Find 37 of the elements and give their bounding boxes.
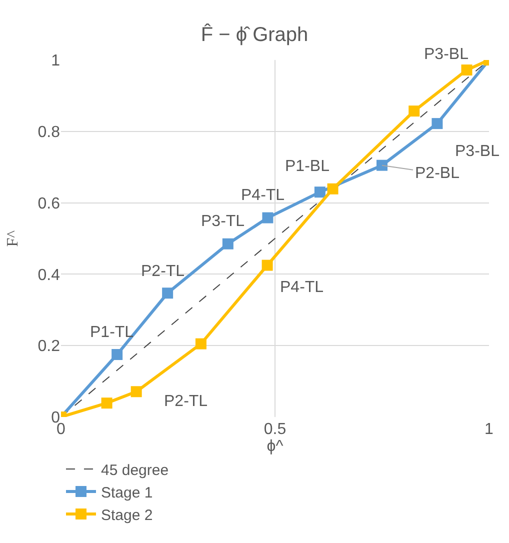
annotation: P1-BL [285, 158, 330, 175]
annotation: P2-TL [141, 263, 185, 280]
legend-label: Stage 1 [101, 484, 153, 502]
y-tick-label: 0.2 [38, 338, 60, 356]
point [195, 338, 206, 350]
chart-title: F̂ − ϕ̂ Graph [200, 22, 308, 46]
annotation: P3-BL [455, 143, 500, 160]
point [130, 386, 142, 398]
y-axis-title: F^ [4, 230, 22, 247]
annotation: P1-TL [90, 324, 134, 341]
point [222, 238, 234, 250]
point [101, 398, 112, 409]
point [162, 288, 174, 299]
x-tick-label: 0.5 [264, 421, 286, 438]
annotation: P3-BL [424, 46, 469, 63]
y-tick-label: 0.6 [38, 195, 60, 212]
annotation: P4-TL [280, 279, 324, 296]
legend-label: Stage 2 [101, 506, 153, 524]
point [376, 160, 388, 171]
point [262, 212, 274, 224]
point [432, 118, 443, 130]
point [327, 183, 338, 194]
y-tick-label: 0.8 [38, 124, 60, 141]
y-tick-label: 1 [51, 52, 60, 70]
annotation: P2-BL [415, 165, 460, 182]
point [314, 186, 326, 198]
annotation: P3-TL [201, 213, 245, 230]
point [408, 106, 420, 117]
point [461, 64, 472, 76]
annotation: P2-TL [164, 393, 208, 410]
y-tick-label: 0.4 [38, 266, 60, 284]
point [112, 349, 123, 360]
annotation: P4-TL [241, 187, 285, 204]
legend-label: 45 degree [101, 462, 169, 479]
point [262, 260, 273, 271]
x-axis-title: ϕ^ [266, 438, 284, 455]
x-tick-label: 1 [484, 421, 494, 438]
